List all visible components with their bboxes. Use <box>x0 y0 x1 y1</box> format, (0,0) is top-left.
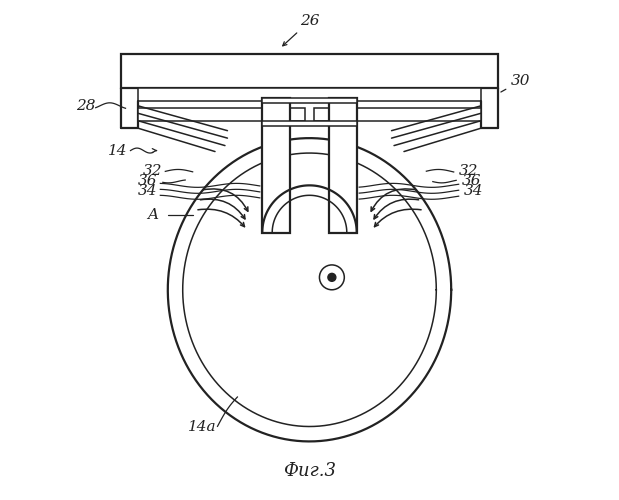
Text: 14a: 14a <box>188 420 217 434</box>
Bar <box>262 98 357 103</box>
Text: 28: 28 <box>76 99 95 113</box>
Text: 26: 26 <box>283 14 319 46</box>
Bar <box>262 98 290 232</box>
Text: 30: 30 <box>501 74 530 92</box>
Bar <box>329 98 357 232</box>
Text: 14: 14 <box>108 144 128 158</box>
Text: Фиг.3: Фиг.3 <box>283 462 336 480</box>
Circle shape <box>328 274 336 281</box>
Bar <box>121 54 498 88</box>
Text: 34: 34 <box>138 184 158 198</box>
Text: 34: 34 <box>464 184 483 198</box>
Text: 36: 36 <box>138 174 158 188</box>
Text: 32: 32 <box>143 164 163 178</box>
Text: 36: 36 <box>461 174 481 188</box>
Circle shape <box>319 265 344 290</box>
Bar <box>314 108 481 120</box>
Bar <box>262 120 357 126</box>
Bar <box>138 88 481 101</box>
Text: A: A <box>147 208 158 222</box>
Text: 32: 32 <box>459 164 478 178</box>
Bar <box>138 108 305 120</box>
